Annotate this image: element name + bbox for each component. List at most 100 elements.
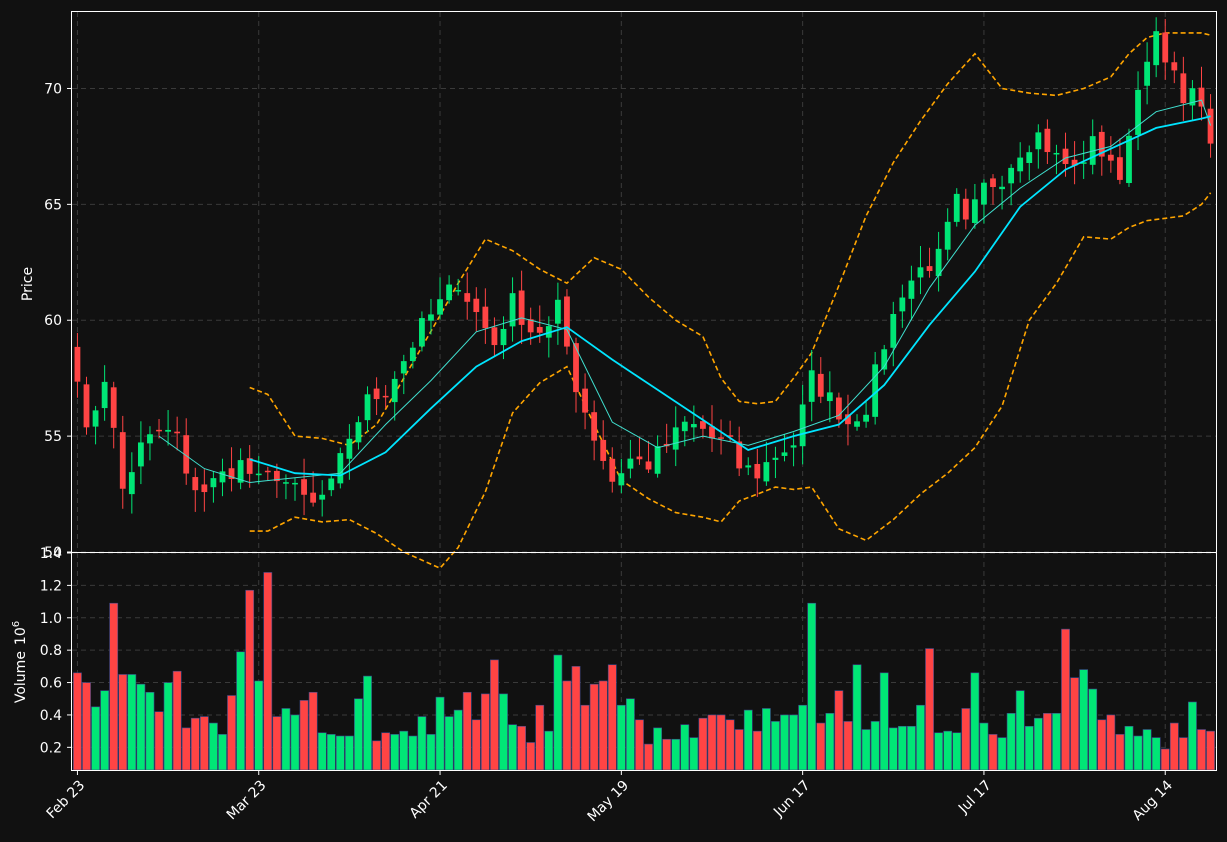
candle-body — [754, 463, 761, 479]
candle-body — [890, 314, 897, 348]
candle-body — [536, 327, 543, 333]
volume-bar — [907, 725, 916, 770]
candle-body — [863, 414, 869, 422]
candle-body — [582, 388, 588, 413]
volume-bar — [1061, 628, 1070, 770]
candle-body — [273, 470, 280, 482]
candle-body — [355, 422, 362, 443]
volume-bar — [544, 730, 554, 770]
candle-body — [319, 494, 326, 500]
volume-bar — [109, 602, 119, 770]
volume-bar — [308, 691, 318, 770]
volume-bar — [843, 721, 853, 770]
volume-tick-label: 1.2 — [40, 578, 62, 594]
volume-bar — [698, 717, 708, 770]
volume-bar — [462, 691, 472, 770]
candle-body — [446, 284, 453, 301]
volume-bar — [118, 674, 128, 770]
volume-bar — [943, 730, 953, 770]
volume-bar — [190, 717, 200, 770]
volume-bar — [1151, 737, 1161, 770]
candle-body — [817, 373, 824, 397]
candle-body — [246, 458, 253, 474]
candle-body — [1117, 157, 1123, 180]
volume-bar — [1169, 722, 1179, 770]
volume-bar — [236, 651, 245, 770]
volume-bar — [363, 675, 372, 770]
volume-panel-frame — [71, 552, 1217, 771]
volume-bar — [354, 698, 363, 770]
volume-bar — [281, 708, 291, 770]
candle-body — [554, 299, 561, 324]
volume-bar — [1188, 701, 1197, 770]
candle-body — [527, 319, 534, 333]
candle-body — [1089, 136, 1096, 165]
candle-body — [999, 186, 1005, 190]
candle-body — [210, 478, 217, 488]
volume-bar — [1106, 714, 1116, 770]
ma-slow-line — [249, 115, 1211, 477]
candle-body — [681, 421, 688, 432]
candle-body — [419, 318, 425, 347]
volume-bar — [263, 572, 273, 770]
candle-body — [1017, 157, 1024, 172]
candle-body — [926, 266, 933, 272]
candle-body — [283, 482, 289, 484]
candle-body — [1153, 31, 1160, 66]
candle-body — [437, 299, 443, 315]
volume-bar — [136, 683, 146, 770]
candle-body — [101, 381, 108, 409]
candle-body — [1189, 88, 1196, 106]
volume-axis-exponent: 10 — [13, 627, 29, 645]
volume-bar — [861, 729, 871, 770]
volume-bar — [743, 709, 753, 770]
moving-averages — [158, 99, 1212, 484]
volume-bar — [1043, 713, 1052, 770]
candle-body — [1053, 152, 1060, 155]
candle-body — [872, 364, 879, 417]
candle-body — [654, 446, 661, 474]
candle-body — [709, 426, 715, 439]
candle-body — [645, 461, 652, 470]
volume-bar — [1052, 713, 1061, 770]
candle-body — [74, 346, 81, 382]
volume-bar — [1024, 725, 1034, 770]
candle-body — [1080, 162, 1087, 164]
candle-body — [237, 460, 244, 483]
volume-bar — [508, 724, 517, 770]
volume-bar — [680, 724, 690, 770]
candle-body — [672, 427, 679, 450]
candle-body — [1098, 131, 1105, 157]
candle-body — [1107, 154, 1114, 161]
candle-body — [382, 395, 389, 398]
volume-tick-label: 0.8 — [40, 643, 62, 659]
candle-body — [808, 370, 815, 402]
volume-bar — [335, 735, 345, 770]
price-y-axis: 50 55 60 65 70 — [44, 81, 72, 561]
volume-bar — [879, 672, 889, 770]
candle-body — [1144, 61, 1151, 86]
volume-bar — [897, 725, 907, 770]
volume-bar — [771, 721, 780, 770]
candle-body — [1062, 148, 1069, 165]
price-tick-label: 70 — [44, 81, 62, 97]
candle-body — [255, 473, 262, 476]
candle-body — [1026, 152, 1033, 163]
candle-body — [464, 293, 471, 302]
volume-bar — [1015, 690, 1025, 770]
volume-bar — [870, 721, 880, 770]
candle-body — [944, 221, 951, 250]
candle-body — [971, 199, 978, 223]
volume-bar — [1115, 734, 1125, 770]
volume-bar — [988, 734, 998, 770]
volume-bar — [381, 732, 391, 770]
volume-bar — [453, 709, 463, 770]
volume-bar — [635, 719, 644, 770]
candle-body — [781, 452, 788, 456]
volume-bar — [272, 716, 282, 770]
volume-bar — [662, 738, 672, 770]
lower-band-line — [249, 192, 1212, 570]
price-tick-label: 65 — [44, 197, 62, 213]
volume-bar — [598, 680, 608, 770]
candle-body — [473, 298, 480, 313]
